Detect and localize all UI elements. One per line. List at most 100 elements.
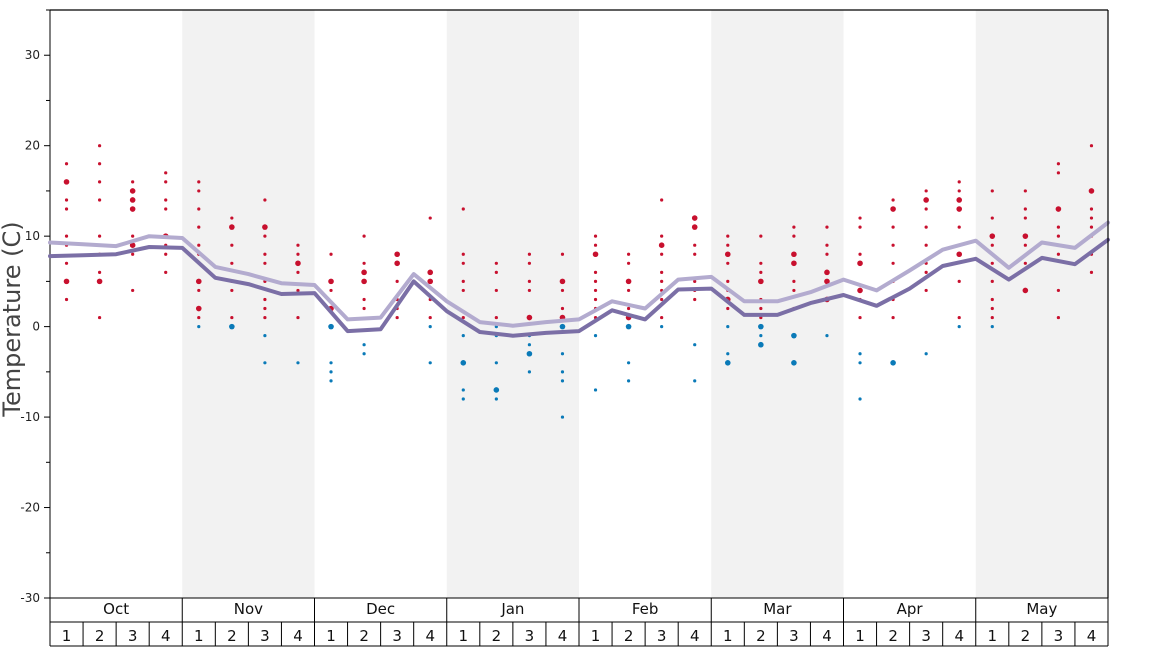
temperature-point — [660, 252, 664, 256]
temperature-point — [527, 288, 532, 293]
week-label: 3 — [525, 627, 535, 645]
temperature-point — [64, 234, 69, 238]
temperature-point — [395, 315, 399, 320]
temperature-point — [197, 315, 201, 320]
temperature-point — [296, 243, 300, 247]
temperature-point — [164, 180, 168, 184]
temperature-point — [724, 360, 731, 366]
temperature-point — [97, 162, 102, 166]
temperature-point — [195, 305, 202, 312]
week-label: 3 — [657, 627, 667, 645]
week-label: 3 — [260, 627, 270, 645]
temperature-point — [197, 180, 201, 184]
temperature-point — [362, 261, 366, 265]
temperature-point — [428, 325, 432, 329]
temperature-point — [362, 297, 366, 302]
temperature-point — [428, 216, 432, 220]
temperature-point — [660, 315, 664, 320]
month-label-may: May — [1026, 600, 1057, 618]
temperature-point — [461, 288, 465, 293]
temperature-point — [593, 297, 598, 302]
temperature-point — [461, 388, 465, 392]
temperature-point — [559, 323, 566, 330]
temperature-point — [527, 261, 532, 265]
temperature-point — [461, 397, 465, 401]
temperature-point — [858, 397, 862, 401]
temperature-point — [64, 207, 69, 211]
temperature-point — [858, 352, 862, 356]
temperature-point — [560, 415, 565, 419]
week-label: 3 — [921, 627, 931, 645]
temperature-point — [858, 361, 862, 365]
temperature-point — [759, 234, 763, 238]
temperature-point — [197, 207, 201, 211]
temperature-point — [791, 260, 797, 267]
month-label-nov: Nov — [234, 600, 263, 618]
temperature-point — [64, 198, 69, 202]
temperature-point — [791, 251, 797, 258]
temperature-point — [129, 197, 136, 203]
temperature-point — [1055, 206, 1062, 212]
temperature-point — [593, 334, 598, 338]
x-axis: Oct 1 2 3 4 Nov 1 2 3 4 Dec 1 2 3 4 Jan 1 2 3 4 Feb 1 2 3 4 Mar 1 2… — [49, 598, 1109, 647]
temperature-point — [693, 379, 697, 383]
temperature-point — [197, 243, 201, 247]
temperature-point — [726, 306, 730, 311]
temperature-point — [262, 224, 268, 230]
temperature-point — [726, 261, 730, 265]
month-label-feb: Feb — [632, 600, 659, 618]
temperature-point — [295, 260, 301, 267]
temperature-point — [263, 334, 267, 338]
temperature-point — [593, 288, 598, 293]
temperature-point — [660, 279, 664, 283]
temperature-point — [891, 198, 895, 202]
temperature-point — [990, 279, 994, 283]
temperature-point — [990, 261, 994, 265]
temperature-point — [990, 325, 994, 329]
temperature-point — [63, 179, 70, 185]
temperature-point — [759, 306, 763, 311]
temperature-point — [560, 352, 565, 356]
temperature-point — [527, 279, 532, 283]
temperature-point — [296, 361, 300, 365]
week-label: 4 — [161, 627, 171, 645]
temperature-point — [263, 252, 267, 256]
week-label: 4 — [558, 627, 568, 645]
temperature-point — [1056, 171, 1061, 175]
y-tick-label: 0 — [32, 320, 40, 334]
month-label-mar: Mar — [763, 600, 792, 618]
temperature-point — [758, 323, 764, 330]
temperature-point — [129, 206, 136, 212]
temperature-point — [197, 189, 201, 193]
temperature-point — [890, 206, 896, 212]
temperature-point — [792, 234, 796, 238]
temperature-point — [758, 278, 764, 285]
temperature-point — [526, 314, 533, 321]
temperature-point — [626, 361, 631, 365]
temperature-point — [263, 306, 267, 311]
week-label: 4 — [690, 627, 700, 645]
temperature-point — [924, 352, 928, 356]
temperature-point — [726, 352, 730, 356]
temperature-point — [428, 315, 432, 320]
temperature-point — [924, 288, 928, 293]
temperature-point — [131, 180, 135, 184]
temperature-point — [1056, 252, 1061, 256]
temperature-point — [296, 252, 300, 256]
temperature-point — [625, 278, 632, 285]
temperature-point — [560, 379, 565, 383]
temperature-point — [1023, 261, 1027, 265]
temperature-point — [726, 243, 730, 247]
temperature-point — [658, 242, 665, 248]
temperature-point — [1056, 234, 1061, 238]
temperature-point — [824, 269, 830, 276]
temperature-point — [857, 287, 863, 294]
trend-lines — [48, 220, 1110, 338]
temperature-point — [97, 315, 102, 320]
temperature-point — [460, 360, 467, 366]
temperature-point — [691, 224, 698, 230]
temperature-point — [957, 325, 961, 329]
temperature-point — [1056, 225, 1061, 229]
temperature-point — [230, 315, 234, 320]
temperature-point — [494, 288, 498, 293]
